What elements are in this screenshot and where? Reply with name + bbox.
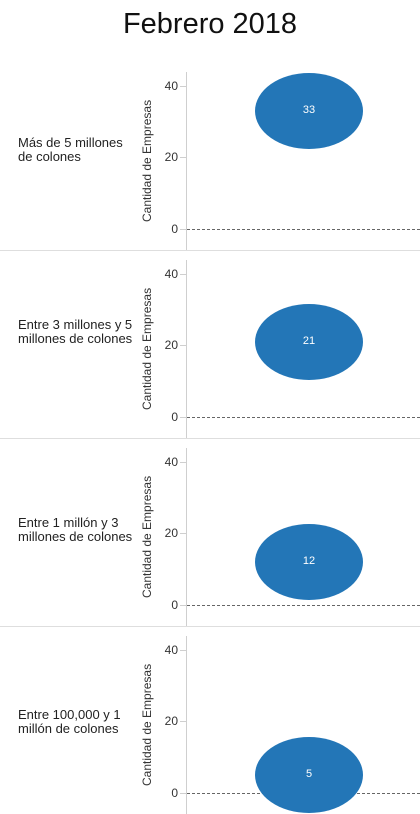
chart-panel: Entre 1 millón y 3 millones de colones Ca… [0,438,420,627]
row-label: Más de 5 millones de colones [18,135,123,164]
y-axis-title: Cantidad de Empresas [140,663,154,786]
chart-panel: Más de 5 millones de colones Cantidad de … [0,62,420,251]
data-bubble [255,303,363,380]
y-axis-line [186,448,187,626]
y-tick-mark [180,229,186,230]
data-label: 33 [302,104,316,117]
data-label: 12 [302,555,316,568]
y-tick-mark [180,345,186,346]
y-tick-label: 0 [171,222,178,236]
zero-line [187,417,420,418]
data-bubble [255,524,363,601]
y-tick-mark [180,86,186,87]
chart-title: Febrero 2018 [122,8,298,40]
data-bubble [255,737,363,814]
y-tick-label: 40 [164,79,178,93]
y-axis-title: Cantidad de Empresas [140,475,154,598]
zero-line [187,229,420,230]
y-tick-label: 40 [164,643,178,657]
y-tick-mark [180,533,186,534]
y-tick-label: 0 [171,410,178,424]
data-bubble [255,73,363,150]
y-tick-label: 20 [164,526,178,540]
y-tick-label: 0 [171,786,178,800]
y-tick-label: 0 [171,598,178,612]
y-tick-mark [180,650,186,651]
y-tick-mark [180,157,186,158]
y-tick-mark [180,462,186,463]
row-label: Entre 3 millones y 5 millones de colones [18,317,133,346]
y-axis-line [186,636,187,814]
y-axis-title: Cantidad de Empresas [140,287,154,410]
row-label: Entre 100,000 y 1 millón de colones [18,707,121,736]
y-tick-label: 20 [164,714,178,728]
y-axis-line [186,260,187,438]
chart-panel: Entre 3 millones y 5 millones de colones… [0,250,420,439]
y-tick-label: 20 [164,338,178,352]
y-tick-label: 40 [164,455,178,469]
data-label: 21 [302,334,316,347]
y-tick-label: 20 [164,150,178,164]
panel-separator [0,250,420,251]
y-tick-mark [180,721,186,722]
panel-separator [0,438,420,439]
y-axis-title: Cantidad de Empresas [140,99,154,222]
row-label: Entre 1 millón y 3 millones de colones [18,515,133,544]
y-tick-mark [180,793,186,794]
y-tick-mark [180,274,186,275]
y-tick-label: 40 [164,267,178,281]
y-tick-mark [180,605,186,606]
panel-separator [0,626,420,627]
chart-panel: Entre 100,000 y 1 millón de colones Canti… [0,626,420,814]
y-tick-mark [180,417,186,418]
zero-line [187,605,420,606]
y-axis-line [186,72,187,250]
data-label: 5 [305,768,313,781]
